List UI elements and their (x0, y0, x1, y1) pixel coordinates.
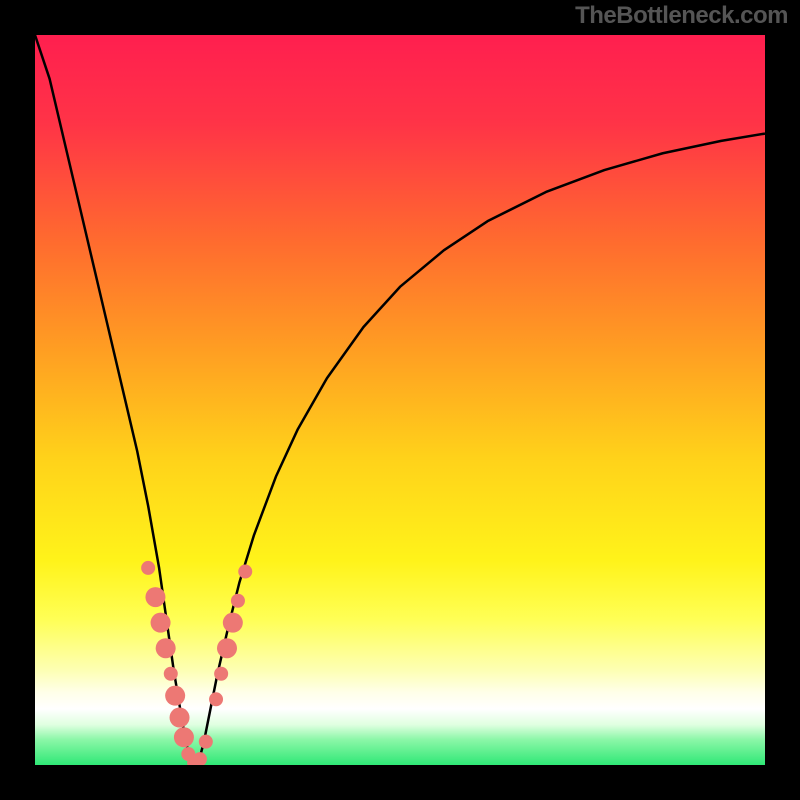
data-marker (170, 708, 190, 728)
data-marker (156, 638, 176, 658)
data-marker (199, 735, 213, 749)
data-marker (217, 638, 237, 658)
data-marker (151, 613, 171, 633)
data-marker (209, 692, 223, 706)
data-marker (238, 565, 252, 579)
data-marker (223, 613, 243, 633)
bottleneck-curve-chart (0, 0, 800, 800)
data-marker (214, 667, 228, 681)
data-marker (165, 686, 185, 706)
data-marker (145, 587, 165, 607)
data-marker (141, 561, 155, 575)
data-marker (231, 594, 245, 608)
data-marker (193, 752, 207, 766)
chart-frame: TheBottleneck.com (0, 0, 800, 800)
watermark-text: TheBottleneck.com (575, 2, 788, 30)
data-marker (164, 667, 178, 681)
gradient-background (35, 35, 765, 765)
data-marker (174, 727, 194, 747)
